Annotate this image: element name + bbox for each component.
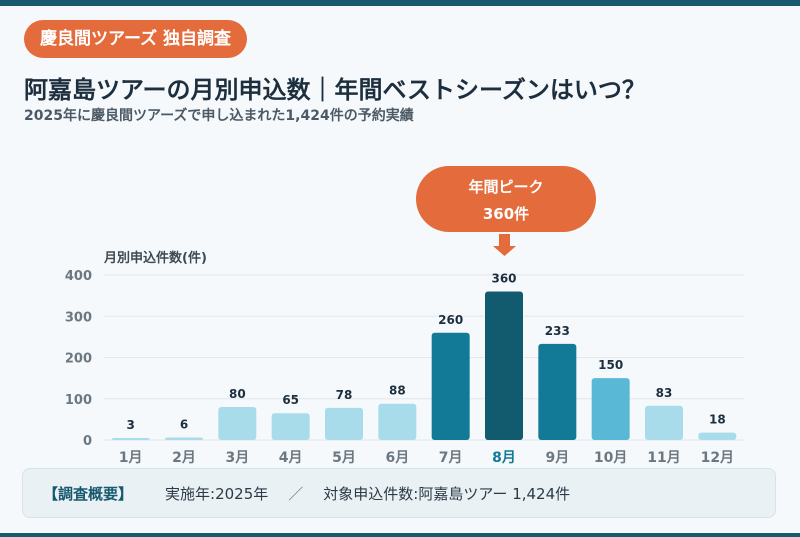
survey-badge: 慶良間ツアーズ 独自調査 [24,20,248,58]
peak-callout-value: 360件 [482,205,530,223]
x-tick-label: 5月 [332,450,356,466]
summary-separator: ／ [288,484,304,503]
bar-value-label: 6 [180,418,188,432]
bar-9 [538,343,577,440]
y-tick-label: 400 [65,269,92,284]
page-title: 阿嘉島ツアーの月別申込数｜年間ベストシーズンはいつ？ [24,76,646,104]
survey-summary: 【調査概要】 実施年:2025年 ／ 対象申込件数:阿嘉島ツアー 1,424件 [22,468,776,518]
x-tick-label: 9月 [545,450,569,466]
x-tick-label: 4月 [279,450,303,466]
top-accent-bar [0,0,800,6]
bar-2 [165,437,203,440]
bar-8 [485,291,523,440]
summary-label: 【調査概要】 [43,484,134,503]
bar-4 [271,413,310,440]
bar-6 [378,403,417,440]
x-tick-label: 8月 [492,450,516,466]
x-tick-label: 12月 [701,450,734,466]
x-tick-label: 6月 [385,450,409,466]
bar-1 [111,438,150,440]
bar-value-label: 18 [709,413,726,427]
y-tick-label: 0 [83,434,92,449]
bar-value-label: 3 [126,418,134,432]
y-axis-label: 月別申込件数(件) [103,250,207,266]
bar-value-label: 360 [491,272,516,286]
bar-value-label: 233 [545,324,570,338]
x-tick-label: 11月 [647,450,680,466]
summary-year: 実施年:2025年 [165,484,269,503]
peak-callout-label: 年間ピーク [468,178,544,196]
y-tick-label: 300 [65,310,92,325]
x-tick-label: 2月 [172,450,196,466]
bar-value-label: 150 [598,358,623,372]
x-tick-label: 1月 [119,450,143,466]
bar-value-label: 83 [656,386,673,400]
bar-value-label: 80 [229,387,246,401]
summary-target: 対象申込件数:阿嘉島ツアー 1,424件 [323,484,571,503]
peak-callout: 年間ピーク 360件 [416,166,596,232]
y-tick-label: 200 [65,352,92,367]
bottom-accent-bar [0,533,800,537]
bar-10 [591,378,630,440]
bar-3 [218,407,257,440]
bar-5 [325,407,363,440]
page-subtitle: 2025年に慶良間ツアーズで申し込まれた1,424件の予約実績 [24,108,414,124]
bar-value-label: 78 [336,388,353,402]
x-tick-label: 7月 [439,450,463,466]
bar-11 [645,405,683,440]
bar-7 [431,332,470,440]
y-tick-label: 100 [65,393,92,408]
bar-value-label: 65 [282,393,299,407]
x-tick-label: 10月 [594,450,627,466]
x-tick-label: 3月 [225,450,249,466]
bar-value-label: 260 [438,313,463,327]
bar-value-label: 88 [389,384,406,398]
peak-arrow-icon [493,234,516,256]
bar-12 [698,432,737,440]
